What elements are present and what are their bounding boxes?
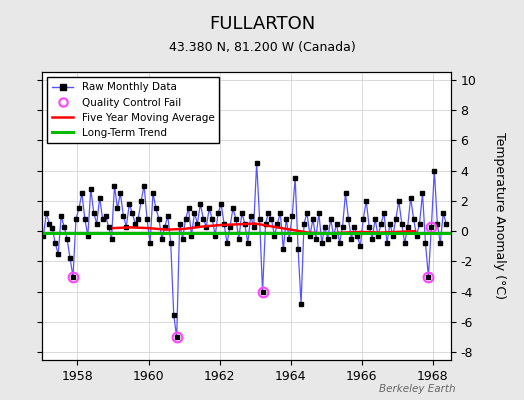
Text: 43.380 N, 81.200 W (Canada): 43.380 N, 81.200 W (Canada) (169, 42, 355, 54)
Legend: Raw Monthly Data, Quality Control Fail, Five Year Moving Average, Long-Term Tren: Raw Monthly Data, Quality Control Fail, … (47, 77, 220, 143)
Text: Berkeley Earth: Berkeley Earth (379, 384, 456, 394)
Y-axis label: Temperature Anomaly (°C): Temperature Anomaly (°C) (493, 132, 506, 300)
Text: FULLARTON: FULLARTON (209, 15, 315, 33)
